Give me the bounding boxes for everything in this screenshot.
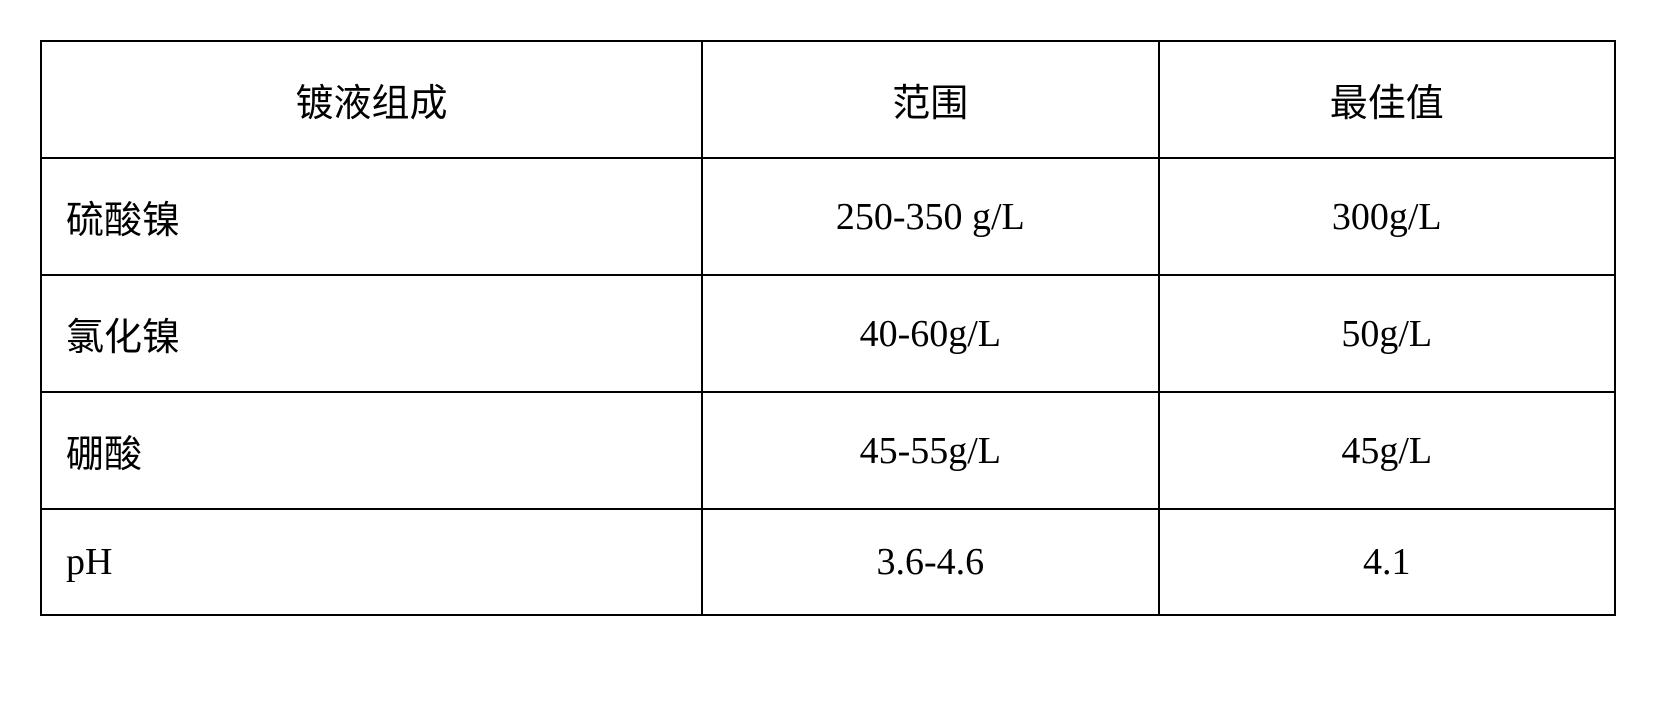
col-header-optimum: 最佳值 bbox=[1159, 41, 1615, 158]
table-header-row: 镀液组成 范围 最佳值 bbox=[41, 41, 1615, 158]
cell-composition: 氯化镍 bbox=[41, 275, 702, 392]
cell-composition: 硫酸镍 bbox=[41, 158, 702, 275]
cell-optimum: 4.1 bbox=[1159, 509, 1615, 615]
cell-range: 250-350 g/L bbox=[702, 158, 1158, 275]
cell-composition: pH bbox=[41, 509, 702, 615]
cell-optimum: 50g/L bbox=[1159, 275, 1615, 392]
table-row: 硼酸 45-55g/L 45g/L bbox=[41, 392, 1615, 509]
table-row: pH 3.6-4.6 4.1 bbox=[41, 509, 1615, 615]
cell-composition: 硼酸 bbox=[41, 392, 702, 509]
cell-range: 40-60g/L bbox=[702, 275, 1158, 392]
cell-optimum: 300g/L bbox=[1159, 158, 1615, 275]
plating-composition-table: 镀液组成 范围 最佳值 硫酸镍 250-350 g/L 300g/L 氯化镍 4… bbox=[40, 40, 1616, 616]
table-row: 氯化镍 40-60g/L 50g/L bbox=[41, 275, 1615, 392]
cell-range: 45-55g/L bbox=[702, 392, 1158, 509]
cell-optimum: 45g/L bbox=[1159, 392, 1615, 509]
table-row: 硫酸镍 250-350 g/L 300g/L bbox=[41, 158, 1615, 275]
col-header-composition: 镀液组成 bbox=[41, 41, 702, 158]
col-header-range: 范围 bbox=[702, 41, 1158, 158]
cell-range: 3.6-4.6 bbox=[702, 509, 1158, 615]
